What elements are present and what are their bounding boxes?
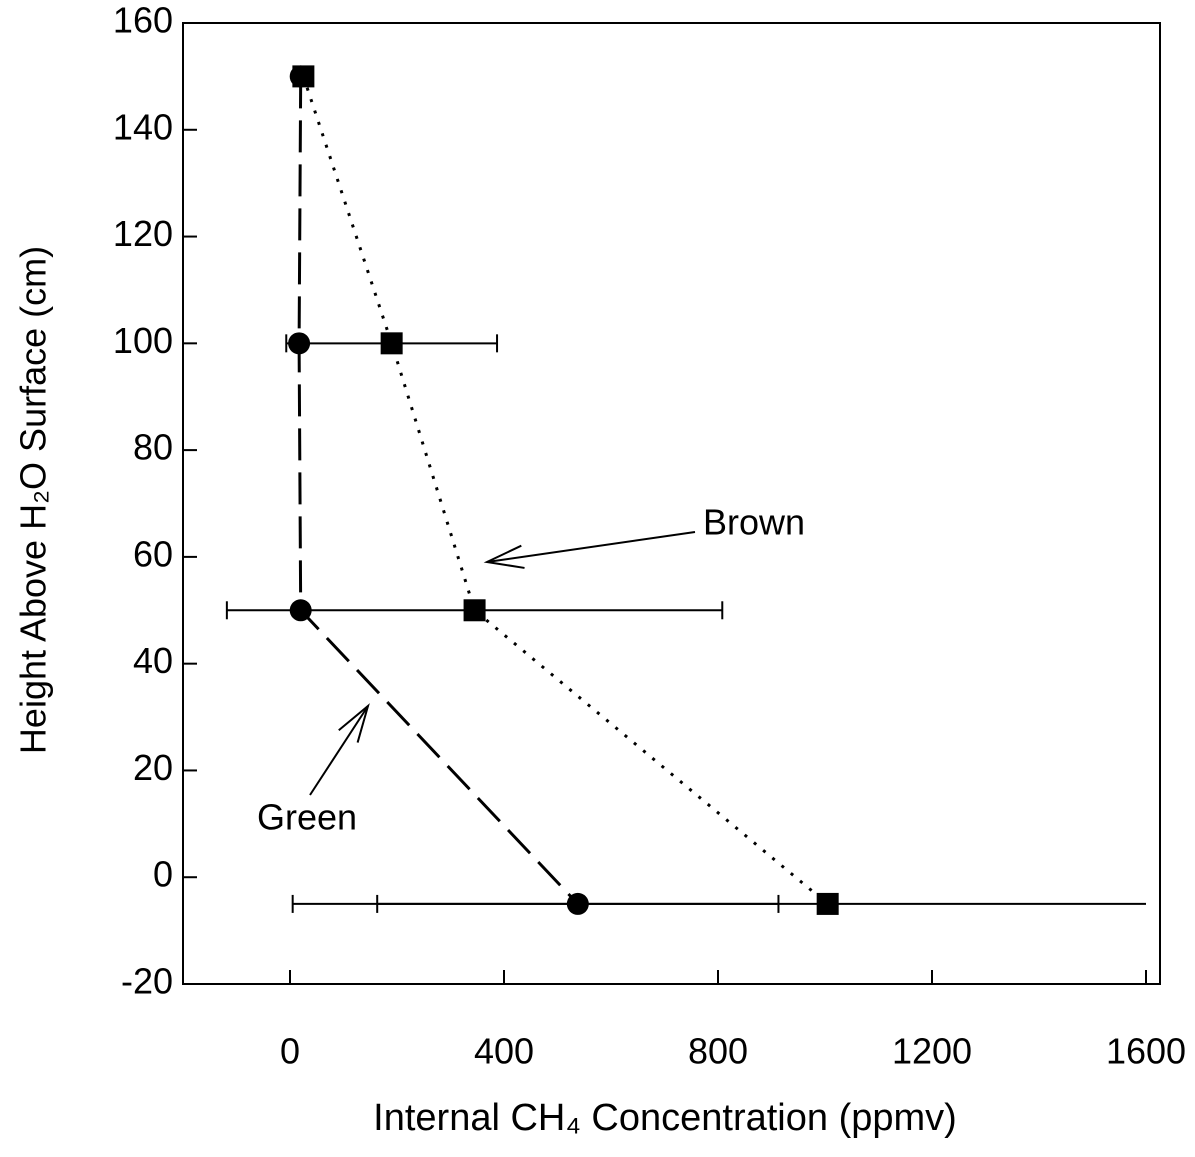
x-axis-label: Internal CH₄ Concentration (ppmv) (373, 1097, 957, 1139)
x-tick-label: 400 (474, 1031, 534, 1072)
y-axis-label: Height Above H₂O Surface (cm) (13, 246, 54, 754)
y-tick-label: 60 (133, 533, 173, 574)
series-line (301, 75, 829, 906)
y-tick-label: -20 (121, 961, 173, 1002)
y-tick-label: 0 (153, 854, 173, 895)
annotation-arrow (309, 705, 369, 796)
series-line (297, 76, 579, 905)
annotation-arrow (486, 531, 696, 563)
x-tick-label: 1600 (1106, 1031, 1186, 1072)
y-tick-label: 140 (113, 106, 173, 147)
marker (380, 332, 403, 355)
marker (816, 892, 839, 915)
y-tick-label: 100 (113, 320, 173, 361)
error-bar (291, 894, 1146, 913)
y-tick-label: 20 (133, 747, 173, 788)
y-tick-label: 80 (133, 427, 173, 468)
x-tick-label: 0 (280, 1031, 300, 1072)
annotation-arrowhead (483, 544, 525, 569)
x-tick-label: 1200 (892, 1031, 972, 1072)
x-tick-label: 800 (688, 1031, 748, 1072)
marker (463, 599, 486, 622)
plot-frame (182, 22, 1161, 985)
marker (292, 65, 315, 88)
y-tick-label: 160 (113, 0, 173, 41)
annotation-arrowhead (338, 703, 370, 743)
y-tick-label: 120 (113, 213, 173, 254)
y-tick-label: 40 (133, 640, 173, 681)
annotation: Green (257, 797, 357, 838)
annotation: Brown (703, 502, 805, 543)
